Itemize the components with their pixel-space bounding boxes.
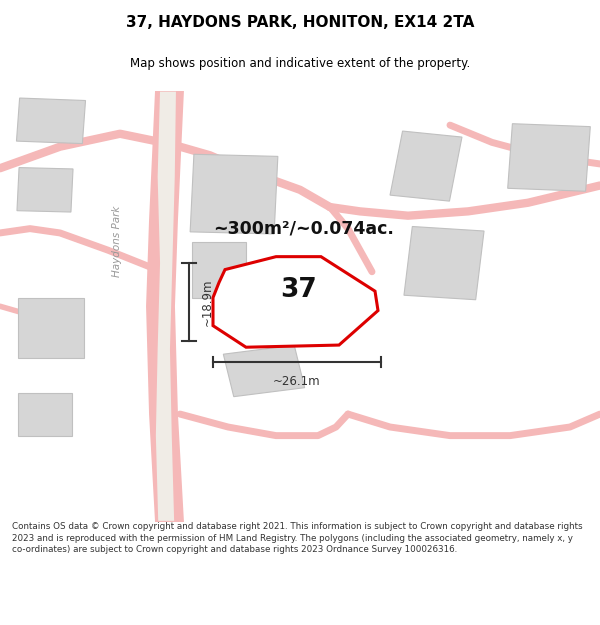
Text: ~26.1m: ~26.1m — [273, 375, 321, 388]
Polygon shape — [155, 91, 177, 522]
Polygon shape — [223, 345, 305, 397]
Text: 37: 37 — [280, 277, 317, 302]
Polygon shape — [16, 98, 86, 144]
Text: Haydons Park: Haydons Park — [112, 206, 122, 278]
Text: ~18.9m: ~18.9m — [201, 278, 214, 326]
Polygon shape — [404, 226, 484, 300]
Polygon shape — [390, 131, 462, 201]
Text: ~300m²/~0.074ac.: ~300m²/~0.074ac. — [213, 219, 394, 238]
Polygon shape — [17, 168, 73, 212]
Text: Contains OS data © Crown copyright and database right 2021. This information is : Contains OS data © Crown copyright and d… — [12, 522, 583, 554]
Polygon shape — [213, 257, 378, 348]
Text: Map shows position and indicative extent of the property.: Map shows position and indicative extent… — [130, 57, 470, 70]
Polygon shape — [18, 298, 84, 358]
Polygon shape — [190, 154, 278, 234]
Polygon shape — [192, 241, 246, 298]
Polygon shape — [508, 124, 590, 191]
Polygon shape — [18, 392, 72, 436]
Text: 37, HAYDONS PARK, HONITON, EX14 2TA: 37, HAYDONS PARK, HONITON, EX14 2TA — [126, 15, 474, 30]
